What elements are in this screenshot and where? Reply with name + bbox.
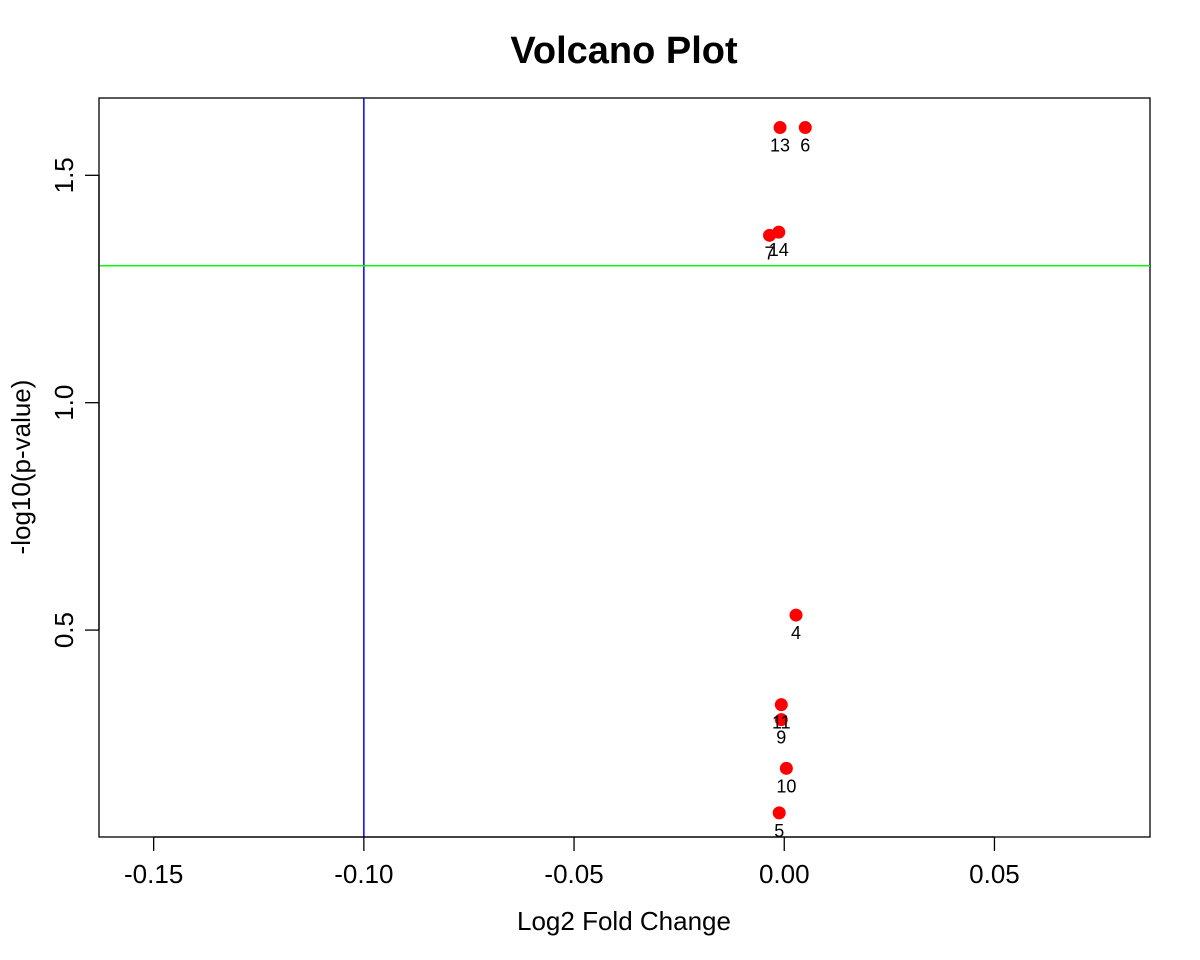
data-point: [774, 698, 788, 712]
data-points: [763, 121, 812, 820]
data-point: [798, 121, 812, 135]
y-tick-label: 0.5: [49, 612, 79, 648]
data-point: [773, 121, 787, 135]
data-point-label: 11: [772, 713, 791, 733]
reference-lines: [99, 98, 1150, 837]
data-point-label: 6: [800, 136, 810, 156]
data-point-label: 13: [770, 136, 790, 156]
data-point: [772, 806, 786, 820]
x-tick-label: -0.10: [334, 859, 393, 889]
data-point: [779, 761, 793, 775]
data-point: [774, 713, 788, 727]
data-point: [789, 608, 803, 622]
x-tick-label: -0.15: [124, 859, 183, 889]
y-tick-label: 1.0: [49, 385, 79, 421]
x-tick-label: 0.05: [969, 859, 1020, 889]
x-axis-label: Log2 Fold Change: [517, 906, 731, 936]
chart-title: Volcano Plot: [510, 30, 738, 72]
x-tick-label: -0.05: [544, 859, 603, 889]
y-tick-label: 1.5: [49, 157, 79, 193]
data-point-label: 4: [791, 623, 801, 643]
plot-frame: [98, 97, 1151, 838]
x-axis: -0.15 -0.10 -0.05 0.00 0.05: [124, 836, 1020, 889]
data-point-label: 7: [765, 243, 775, 263]
x-tick-label: 0.00: [759, 859, 810, 889]
data-point: [772, 225, 786, 239]
y-axis-label: -log10(p-value): [6, 380, 36, 555]
data-point-label: 10: [776, 776, 796, 796]
data-point-label: 9: [776, 728, 786, 748]
data-point-label: 5: [774, 821, 784, 841]
y-axis: 0.5 1.0 1.5: [49, 157, 100, 648]
data-point-label: 14: [769, 240, 789, 260]
data-point-labels: 13 6 714 4 119 10 5: [765, 136, 811, 841]
